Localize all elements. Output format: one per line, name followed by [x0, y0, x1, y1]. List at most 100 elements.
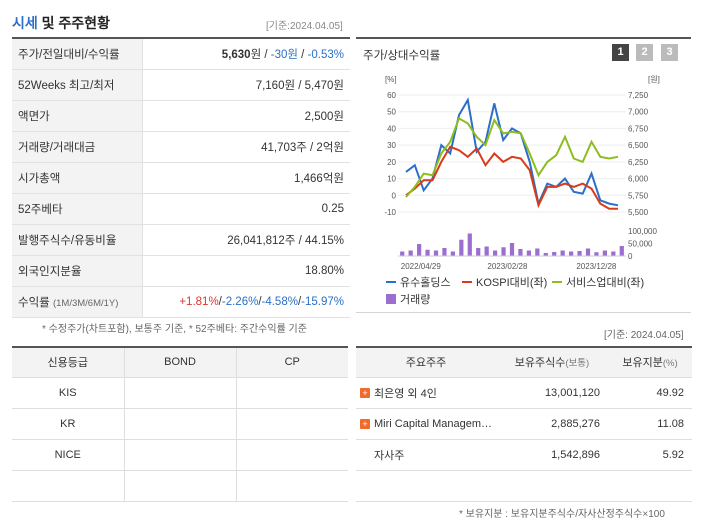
holders-header-pct: 보유지분(%) [608, 347, 692, 378]
x-tick-label: 2023/12/28 [576, 262, 617, 271]
volume-bar [425, 249, 430, 256]
volume-bar [577, 251, 582, 256]
holder-name[interactable]: + 최은영 외 4인 [356, 377, 496, 409]
legend-label: 서비스업대비(좌) [566, 276, 644, 289]
left-axis-unit: [%] [385, 75, 397, 84]
credit-row: KIS [12, 376, 348, 409]
quote-row-beta: 52주베타 0.25 [12, 193, 350, 225]
volume-bar [619, 246, 624, 256]
quote-footnote: * 수정주가(차트포함), 보통주 기준, * 52주베타: 주간수익률 기준 [42, 324, 307, 335]
return-3m: -2.26% [221, 295, 259, 308]
current-price: 5,630 [221, 48, 251, 61]
expand-plus-icon[interactable]: + [360, 387, 370, 398]
holder-pct: 11.08 [608, 408, 692, 440]
return-6m: -4.58% [261, 295, 298, 308]
quote-row-52w: 52Weeks 최고/최저 7,160원 / 5,470원 [12, 69, 350, 101]
holder-row: + Miri Capital Managem… 2,885,276 11.08 [356, 408, 692, 440]
credit-row: KR [12, 407, 348, 440]
quote-label: 외국인지분율 [12, 255, 143, 287]
legend-label: KOSPI대비(좌) [476, 276, 547, 289]
chart-title: 주가/상대수익률 [363, 50, 441, 62]
chart-tab-2-button[interactable]: 2 [636, 44, 653, 61]
holders-header-row: 주요주주 보유주식수(보통) 보유지분(%) [356, 347, 692, 378]
quote-value: 5,630원 / -30원 / -0.53% [142, 38, 350, 70]
quote-row-volume: 거래량/거래대금 41,703주 / 2억원 [12, 131, 350, 163]
holder-row: 자사주 1,542,896 5.92 [356, 439, 692, 471]
right-tick-label: 6,750 [628, 124, 649, 133]
holder-name: 자사주 [356, 439, 496, 471]
quote-label: 수익률 (1M/3M/6M/1Y) [12, 286, 143, 318]
volume-tick-label: 50,000 [628, 240, 653, 249]
credit-cp [235, 438, 348, 471]
volume-bar [585, 248, 591, 256]
holders-header-shares: 보유주식수(보통) [496, 347, 608, 378]
credit-cp [235, 469, 348, 502]
return-1y: -15.97% [301, 295, 344, 308]
quote-row-price: 주가/전일대비/수익률 5,630원 / -30원 / -0.53% [12, 38, 350, 70]
legend-label: 거래량 [400, 293, 430, 306]
quote-label: 시가총액 [12, 162, 143, 194]
right-tick-label: 7,250 [628, 91, 649, 100]
expand-plus-icon[interactable]: + [360, 418, 370, 429]
credit-agency: NICE [12, 438, 125, 471]
right-axis-unit: [원] [648, 75, 660, 84]
credit-cp [235, 376, 348, 409]
left-tick-label: 50 [387, 108, 396, 117]
series-line [405, 145, 618, 210]
holder-pct: 49.92 [608, 377, 692, 409]
holders-footnote: * 보유지분 : 보유지분주식수/자사산정주식수×100 [459, 509, 665, 520]
quote-value: 26,041,812주 / 44.15% [142, 224, 350, 256]
credit-agency: KR [12, 407, 125, 440]
chart-panel [356, 37, 691, 313]
quote-label: 52주베타 [12, 193, 143, 225]
credit-bond [123, 376, 237, 409]
credit-bond [123, 407, 237, 440]
chart-tab-1-button[interactable]: 1 [612, 44, 629, 61]
left-tick-label: 20 [387, 158, 396, 167]
quote-label: 52Weeks 최고/최저 [12, 69, 143, 101]
volume-bar [400, 251, 405, 256]
quote-value: +1.81%/-2.26%/-4.58%/-15.97% [142, 286, 350, 318]
credit-rating-table: 신용등급 BOND CP KIS KR NICE [12, 346, 348, 502]
volume-bar [408, 250, 413, 256]
left-tick-label: 40 [387, 124, 396, 133]
price-change: -30원 [270, 48, 298, 61]
holder-shares: 13,001,120 [496, 377, 608, 409]
x-tick-label: 2022/04/29 [401, 262, 442, 271]
left-tick-label: 60 [387, 91, 396, 100]
credit-header: 신용등급 [12, 346, 125, 378]
credit-row: NICE [12, 438, 348, 471]
quote-label: 주가/전일대비/수익률 [12, 38, 143, 70]
quote-value: 2,500원 [142, 100, 350, 132]
holder-name[interactable]: + Miri Capital Managem… [356, 408, 496, 440]
volume-bar [611, 251, 616, 256]
credit-agency: KIS [12, 376, 125, 409]
x-tick-label: 2023/02/28 [487, 262, 528, 271]
left-tick-label: 30 [387, 141, 396, 150]
volume-bar [569, 251, 574, 256]
volume-bar [518, 249, 523, 256]
quote-value: 41,703주 / 2억원 [142, 131, 350, 163]
quote-value: 1,466억원 [142, 162, 350, 194]
quote-value: 7,160원 / 5,470원 [142, 69, 350, 101]
section-title: 시세 및 주주현황 [12, 15, 110, 31]
volume-bar [552, 252, 557, 256]
credit-cp [235, 407, 348, 440]
quote-value: 18.80% [142, 255, 350, 287]
holder-pct: 5.92 [608, 439, 692, 471]
legend-label: 유수홀딩스 [400, 276, 451, 289]
quote-label: 발행주식수/유동비율 [12, 224, 143, 256]
left-tick-label: 0 [392, 191, 397, 200]
holder-shares: 1,542,896 [496, 439, 608, 471]
quote-row-returns: 수익률 (1M/3M/6M/1Y) +1.81%/-2.26%/-4.58%/-… [12, 286, 350, 318]
price-relative-return-chart: [%] [원] 60 50 40 30 20 10 0 -10 7,250 7,000 6,750 6,5… [384, 75, 660, 306]
chart-tab-3-button[interactable]: 3 [661, 44, 678, 61]
quote-label: 액면가 [12, 100, 143, 132]
series-line [405, 97, 619, 207]
quote-row-par: 액면가 2,500원 [12, 100, 350, 132]
volume-bar [535, 248, 540, 256]
left-tick-label: -10 [384, 208, 396, 217]
quote-table: 주가/전일대비/수익률 5,630원 / -30원 / -0.53% 52Wee… [12, 37, 350, 318]
return-1m: +1.81% [179, 295, 219, 308]
volume-bar [476, 248, 481, 256]
